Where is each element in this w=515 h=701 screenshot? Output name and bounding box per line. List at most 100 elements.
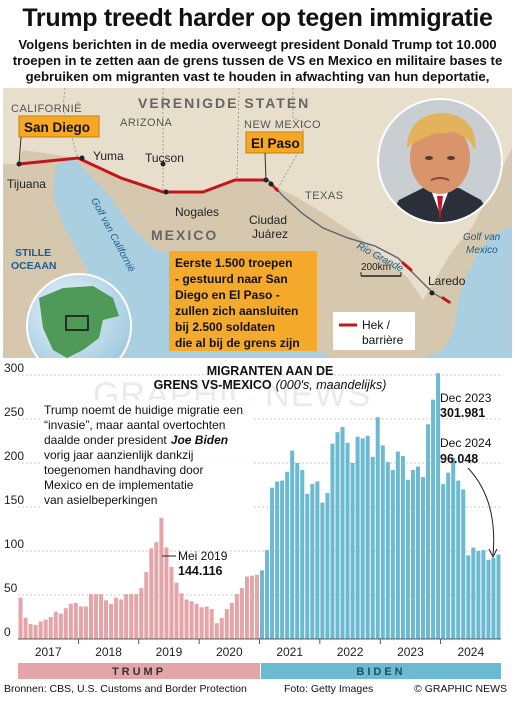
chart-bar [78,606,83,639]
chart-bar [234,594,239,639]
page-subtitle: Volgens berichten in de media overweegt … [12,37,503,84]
x-tick-label: 2017 [35,645,62,659]
chart-bar [486,559,491,639]
chart-bar [33,624,38,639]
chart-bar [28,624,33,639]
chart-bar [380,445,385,639]
chart-bar [285,471,290,639]
state-boundaries [62,88,304,192]
chart-title-line-2: GRENS VS-MEXICO (000's, maandelijks) [154,378,387,392]
chart-title-unit: (000's, maandelijks) [276,378,387,392]
map-legend: Hek / barrière [333,312,415,350]
x-tick-label: 2024 [457,645,484,659]
chart-bar [23,617,28,639]
chart-bar [405,479,410,639]
map-label-pacific-2: OCEAAN [11,260,57,272]
chart-bar [224,609,229,639]
chart-bar [149,548,154,639]
callout-line-5: bij 2.500 soldaten [175,320,275,334]
city-nogales: Nogales [175,205,219,219]
chart-bar [48,617,53,639]
ann-mei2019-label: Mei 2019 [178,549,228,563]
chart-bar [73,602,78,639]
chart-bar [365,435,370,639]
chart-bar [260,570,265,639]
intro-line-3: daalde onder president Joe Biden [44,433,228,447]
chart-bar [144,572,149,639]
annotation-dec-2024: Dec 2024 96.048 [440,436,498,559]
chart-bar [421,477,426,639]
chart-bar [18,597,23,639]
chart-bar [280,480,285,639]
annotation-dec-2023: Dec 2023 301.981 [440,391,492,420]
intro-line-7: van asielbeperkingen [44,493,157,507]
chart-bar [239,587,244,639]
footer-photo-credit: Foto: Getty Images [284,683,374,695]
y-tick-label: 50 [4,581,18,595]
city-ciudad: Ciudad [249,213,287,227]
chart-bar [461,489,466,639]
chart-bar [83,606,88,639]
chart-bar [395,451,400,639]
map-label-usa: VERENIGDE STATEN [138,95,310,111]
chart-bar [219,617,224,639]
chart-y-axis: 0 50 100 150 200 250 300 [4,361,24,639]
chart-bar [109,603,114,639]
chart-bar [340,426,345,639]
chart-bar [199,607,204,639]
chart-bar [370,456,375,639]
chart-title-line-1: MIGRANTEN AAN DE [207,364,334,378]
chart-intro-text: Trump noemt de huidige migratie een “inv… [42,400,252,518]
chart-bar [315,481,320,639]
chart-bar [164,547,169,639]
chart-bar [325,492,330,639]
map-label-pacific-1: STILLE [15,247,51,259]
troops-callout: Eerste 1.500 troepen - gestuurd naar San… [169,251,317,351]
chart-bar [431,399,436,639]
y-tick-label: 250 [4,405,24,419]
map-label-arizona: ARIZONA [120,117,173,129]
intro-line-3a: daalde onder president [44,433,167,447]
chart-bar [249,575,254,639]
chart-x-axis: 2017 2018 2019 2020 2021 2022 2023 2024 [18,638,501,659]
chart-bar [184,599,189,639]
chart-bar [446,472,451,639]
chart-bar [491,558,496,639]
intro-line-6: Mexico en de implementatie [44,478,194,492]
city-tijuana: Tijuana [7,177,46,191]
chart-bar [38,621,43,639]
city-yuma: Yuma [93,149,124,163]
chart-bar [53,611,58,639]
intro-line-1: Trump noemt de huidige migratie een [44,403,243,417]
callout-line-3: Diego en El Paso - [175,288,280,302]
chart-bar [456,480,461,639]
chart-bar [114,597,119,639]
x-tick-label: 2022 [337,645,364,659]
city-laredo: Laredo [428,274,466,288]
chart-bar [124,594,129,639]
chart-bar [229,602,234,639]
chart-bar [355,436,360,639]
chart-bar [63,608,68,639]
callout-line-4: zullen zich aansluiten [175,304,298,318]
chart-bar [290,450,295,639]
chart-bar [159,512,164,639]
chart-bar [335,432,340,639]
x-tick-label: 2021 [276,645,303,659]
x-tick-label: 2020 [216,645,243,659]
intro-line-3b: Joe Biden [171,433,228,447]
callout-line-2: - gestuurd naar San [175,272,288,286]
scale-bar: 200km [360,262,402,277]
chart-bar [204,606,209,639]
chart-bar [254,574,259,639]
chart-bar [99,594,104,639]
y-tick-label: 0 [4,625,11,639]
city-tucson: Tucson [145,151,184,165]
legend-line-1: Hek / [362,318,391,332]
chart-bar [496,554,501,639]
chart-bar [350,463,355,639]
chart-bar [305,493,310,639]
chart-bar [179,593,184,639]
map-label-california: CALIFORNIË [11,103,82,115]
intro-line-4: vorig jaar aanzienlijk dankzij [44,448,193,462]
